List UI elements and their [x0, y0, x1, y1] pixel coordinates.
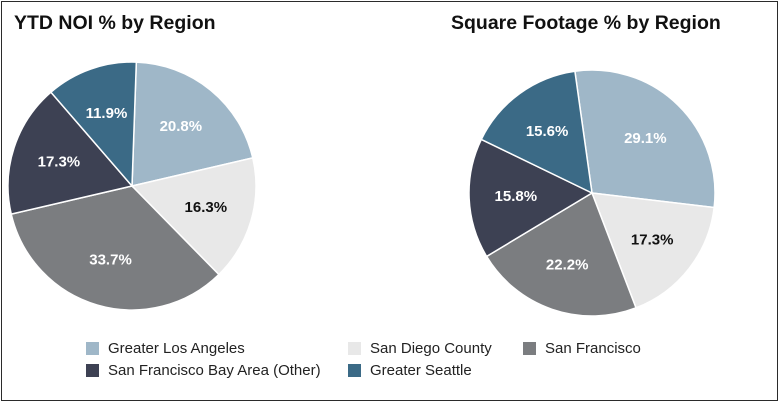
slice-label-greater-los-angeles: 20.8%: [160, 118, 203, 135]
legend: Greater Los Angeles San Diego County San…: [86, 340, 686, 390]
pie-slice-greater-los-angeles: [131, 61, 254, 187]
pie-slice-san-francisco: [485, 191, 637, 317]
slice-label-greater-seattle: 15.6%: [526, 123, 569, 140]
legend-label: Greater Seattle: [370, 362, 472, 379]
legend-label: San Diego County: [370, 340, 492, 357]
pie-slice-greater-seattle: [49, 61, 138, 188]
legend-swatch: [348, 342, 361, 355]
pie-slice-san-diego-county: [130, 156, 257, 276]
slice-label-san-diego-county: 17.3%: [631, 231, 674, 248]
legend-item-san-francisco-bay-area-other: San Francisco Bay Area (Other): [86, 362, 321, 379]
legend-label: San Francisco: [545, 340, 641, 357]
legend-swatch: [523, 342, 536, 355]
legend-label: San Francisco Bay Area (Other): [108, 362, 321, 379]
noi-chart-title: YTD NOI % by Region: [14, 12, 216, 34]
legend-label: Greater Los Angeles: [108, 340, 245, 357]
legend-item-san-francisco: San Francisco: [523, 340, 641, 357]
legend-item-greater-los-angeles: Greater Los Angeles: [86, 340, 245, 357]
slice-label-san-diego-county: 16.3%: [185, 199, 228, 216]
slice-label-san-francisco: 22.2%: [546, 257, 589, 274]
legend-swatch: [348, 364, 361, 377]
sqft-chart-title: Square Footage % by Region: [451, 12, 721, 34]
slice-label-greater-los-angeles: 29.1%: [624, 130, 667, 147]
slice-label-greater-seattle: 11.9%: [86, 105, 128, 122]
pie-slice-san-francisco-bay-area-other: [468, 138, 594, 258]
legend-swatch: [86, 364, 99, 377]
slice-label-san-francisco-bay-area-other: 17.3%: [38, 154, 81, 171]
legend-swatch: [86, 342, 99, 355]
slice-label-san-francisco: 33.7%: [89, 251, 132, 268]
legend-item-san-diego-county: San Diego County: [348, 340, 492, 357]
legend-item-greater-seattle: Greater Seattle: [348, 362, 472, 379]
slice-label-san-francisco-bay-area-other: 15.8%: [495, 188, 538, 205]
pie-slice-san-diego-county: [590, 192, 715, 309]
pie-slice-san-francisco: [10, 185, 220, 311]
pie-slice-greater-los-angeles: [574, 69, 716, 209]
pie-slice-greater-seattle: [480, 70, 593, 195]
pie-slice-san-francisco-bay-area-other: [7, 91, 134, 216]
